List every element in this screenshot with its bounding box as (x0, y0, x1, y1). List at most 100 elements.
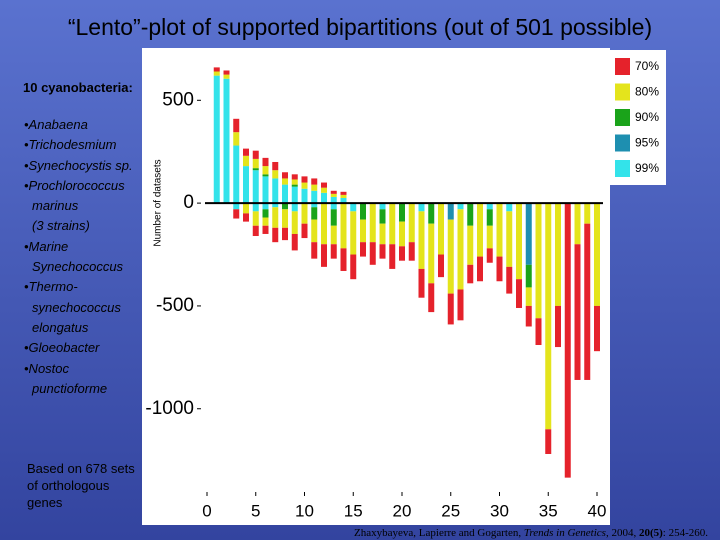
bar-segment (340, 197, 347, 204)
bar-segment (330, 225, 337, 245)
bar-segment (213, 75, 220, 204)
x-tick-label: 25 (441, 501, 460, 520)
bar-segment (340, 191, 347, 195)
bar-segment (447, 293, 454, 325)
list-line: •Gloeobacter (24, 340, 100, 356)
bar-segment (272, 227, 279, 243)
slide-title: “Lento”-plot of supported bipartitions (… (67, 14, 653, 40)
cite-authors: Zhaxybayeva, Lapierre and Gogarten, (354, 527, 522, 539)
cite-year: , 2004, (605, 527, 637, 539)
bar-segment (535, 203, 542, 319)
bar-segment (438, 203, 444, 255)
bar-segment (457, 289, 464, 321)
cite-journal: Trends in Genetics (523, 527, 606, 539)
legend-swatch (615, 160, 630, 177)
bar-segment (399, 221, 405, 247)
bar-segment (516, 279, 522, 308)
bar-segment (301, 223, 308, 239)
bar-segment (272, 161, 279, 171)
bar-segment (262, 174, 269, 177)
bar-segment (379, 209, 386, 224)
bar-segment (233, 203, 240, 210)
bar-segment (223, 74, 230, 79)
bar-segment (252, 211, 259, 226)
bar-segment (516, 203, 522, 280)
bar-segment (262, 225, 269, 234)
x-tick-label: 20 (393, 501, 412, 520)
list-line: •Synechocystis sp. (24, 157, 133, 173)
list-line: •Trichodesmium (24, 137, 117, 153)
x-tick-label: 35 (539, 501, 558, 520)
bar-segment (243, 155, 249, 167)
bar-segment (594, 203, 600, 306)
bar-segment (428, 223, 435, 284)
bar-segment (252, 203, 259, 212)
bar-segment (311, 190, 318, 204)
legend-swatch (615, 58, 630, 75)
bar-segment (311, 207, 318, 220)
bar-segment (301, 182, 308, 189)
bar-segment (574, 244, 581, 380)
bar-segment (545, 203, 552, 430)
bar-segment (496, 256, 503, 282)
bar-segment (360, 219, 366, 243)
bar-segment (428, 283, 435, 313)
note: Based on 678 sets of orthologous genes (27, 461, 135, 510)
bar-segment (555, 203, 561, 306)
bar-segment (282, 203, 288, 210)
y-tick-label: 0 (183, 192, 194, 213)
bar-segment (350, 203, 357, 212)
bar-segment (282, 178, 288, 185)
bar-segment (262, 203, 269, 210)
bar-segment (291, 174, 298, 180)
bar-segment (291, 203, 298, 212)
legend-label: 90% (635, 110, 659, 124)
bar-segment (369, 242, 376, 265)
x-tick-label: 5 (251, 501, 260, 520)
bar-segment (486, 209, 493, 226)
cite-volume: 20(5) (638, 527, 663, 539)
bar-segment (213, 71, 220, 76)
bar-segment (525, 287, 532, 306)
bar-segment (233, 118, 240, 133)
bar-segment (408, 203, 415, 243)
bar-segment (564, 203, 571, 478)
bar-segment (408, 242, 415, 261)
list-heading: 10 cyanobacteria: (23, 80, 133, 95)
y-tick-label: 500 (162, 89, 194, 110)
bar-segment (330, 209, 337, 226)
legend-swatch (615, 83, 630, 101)
list-line: •Thermo- (24, 279, 78, 295)
bar-segment (477, 256, 483, 282)
bar-segment (282, 184, 288, 204)
bar-segment (223, 78, 230, 204)
bar-segment (291, 211, 298, 234)
bar-segment (321, 187, 327, 193)
cite-pages: : 254-260. (662, 527, 708, 539)
legend-label: 99% (635, 161, 659, 175)
bar-segment (262, 209, 269, 218)
bar-segment (496, 203, 503, 257)
bar-segment (301, 176, 308, 183)
bar-segment (535, 318, 542, 345)
plot-panel (142, 48, 610, 525)
bar-segment (467, 225, 474, 265)
bar-segment (243, 203, 249, 214)
bar-segment (252, 158, 259, 169)
bar-segment (360, 242, 366, 257)
bar-segment (301, 203, 308, 224)
legend-swatch (615, 109, 630, 126)
bar-segment (233, 145, 240, 204)
bar-segment (447, 219, 454, 294)
bar-segment (418, 268, 425, 298)
bar-segment (330, 244, 337, 259)
x-tick-label: 15 (344, 501, 363, 520)
list-line: synechococcus (32, 299, 121, 315)
bar-segment (252, 150, 259, 159)
x-tick-label: 0 (202, 501, 211, 520)
bar-segment (360, 203, 366, 220)
bar-segment (311, 184, 318, 191)
bar-segment (262, 166, 269, 175)
bar-segment (574, 203, 581, 245)
